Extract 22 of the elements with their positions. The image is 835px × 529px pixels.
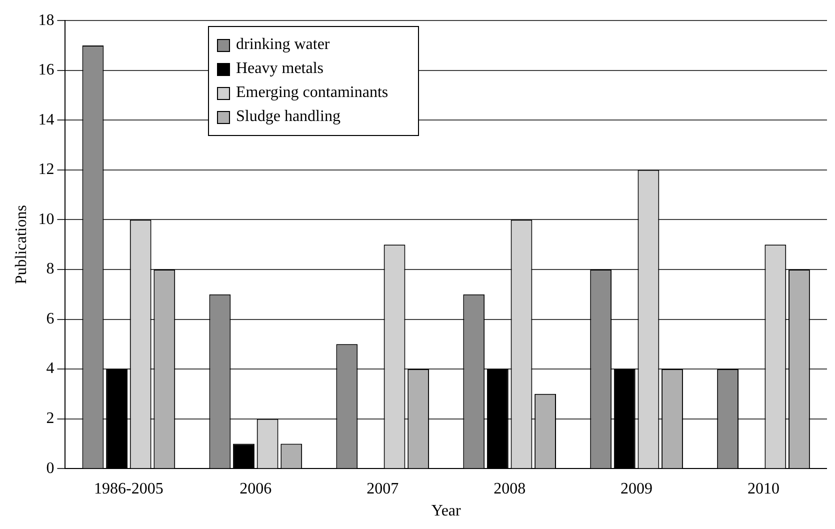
y-tick-label: 10 [38,210,54,228]
y-tick-label: 0 [46,460,54,477]
y-tick-label: 18 [38,12,54,29]
y-axis-title: Publications [12,205,30,284]
legend-label: Heavy metals [236,59,324,79]
y-tick-label: 4 [46,360,54,378]
x-tick-label: 2009 [620,480,653,498]
legend-label: Emerging contaminants [236,83,388,103]
y-tick-label: 8 [46,260,54,278]
y-tick-label: 12 [38,161,54,178]
x-tick-label: 2008 [494,480,526,498]
x-tick-label: 1986-2005 [94,480,164,498]
x-tick-label: 2006 [240,480,272,498]
y-tick-label: 16 [38,62,54,79]
y-tick-label: 14 [38,111,54,128]
y-tick-label: 6 [46,310,54,328]
legend-label: drinking water [236,35,330,55]
x-tick-label: 2010 [748,480,780,498]
x-tick-label: 2007 [366,480,399,498]
y-tick-label: 2 [46,410,54,428]
x-axis-title: Year [431,502,462,520]
legend-label: Sludge handling [236,107,340,127]
